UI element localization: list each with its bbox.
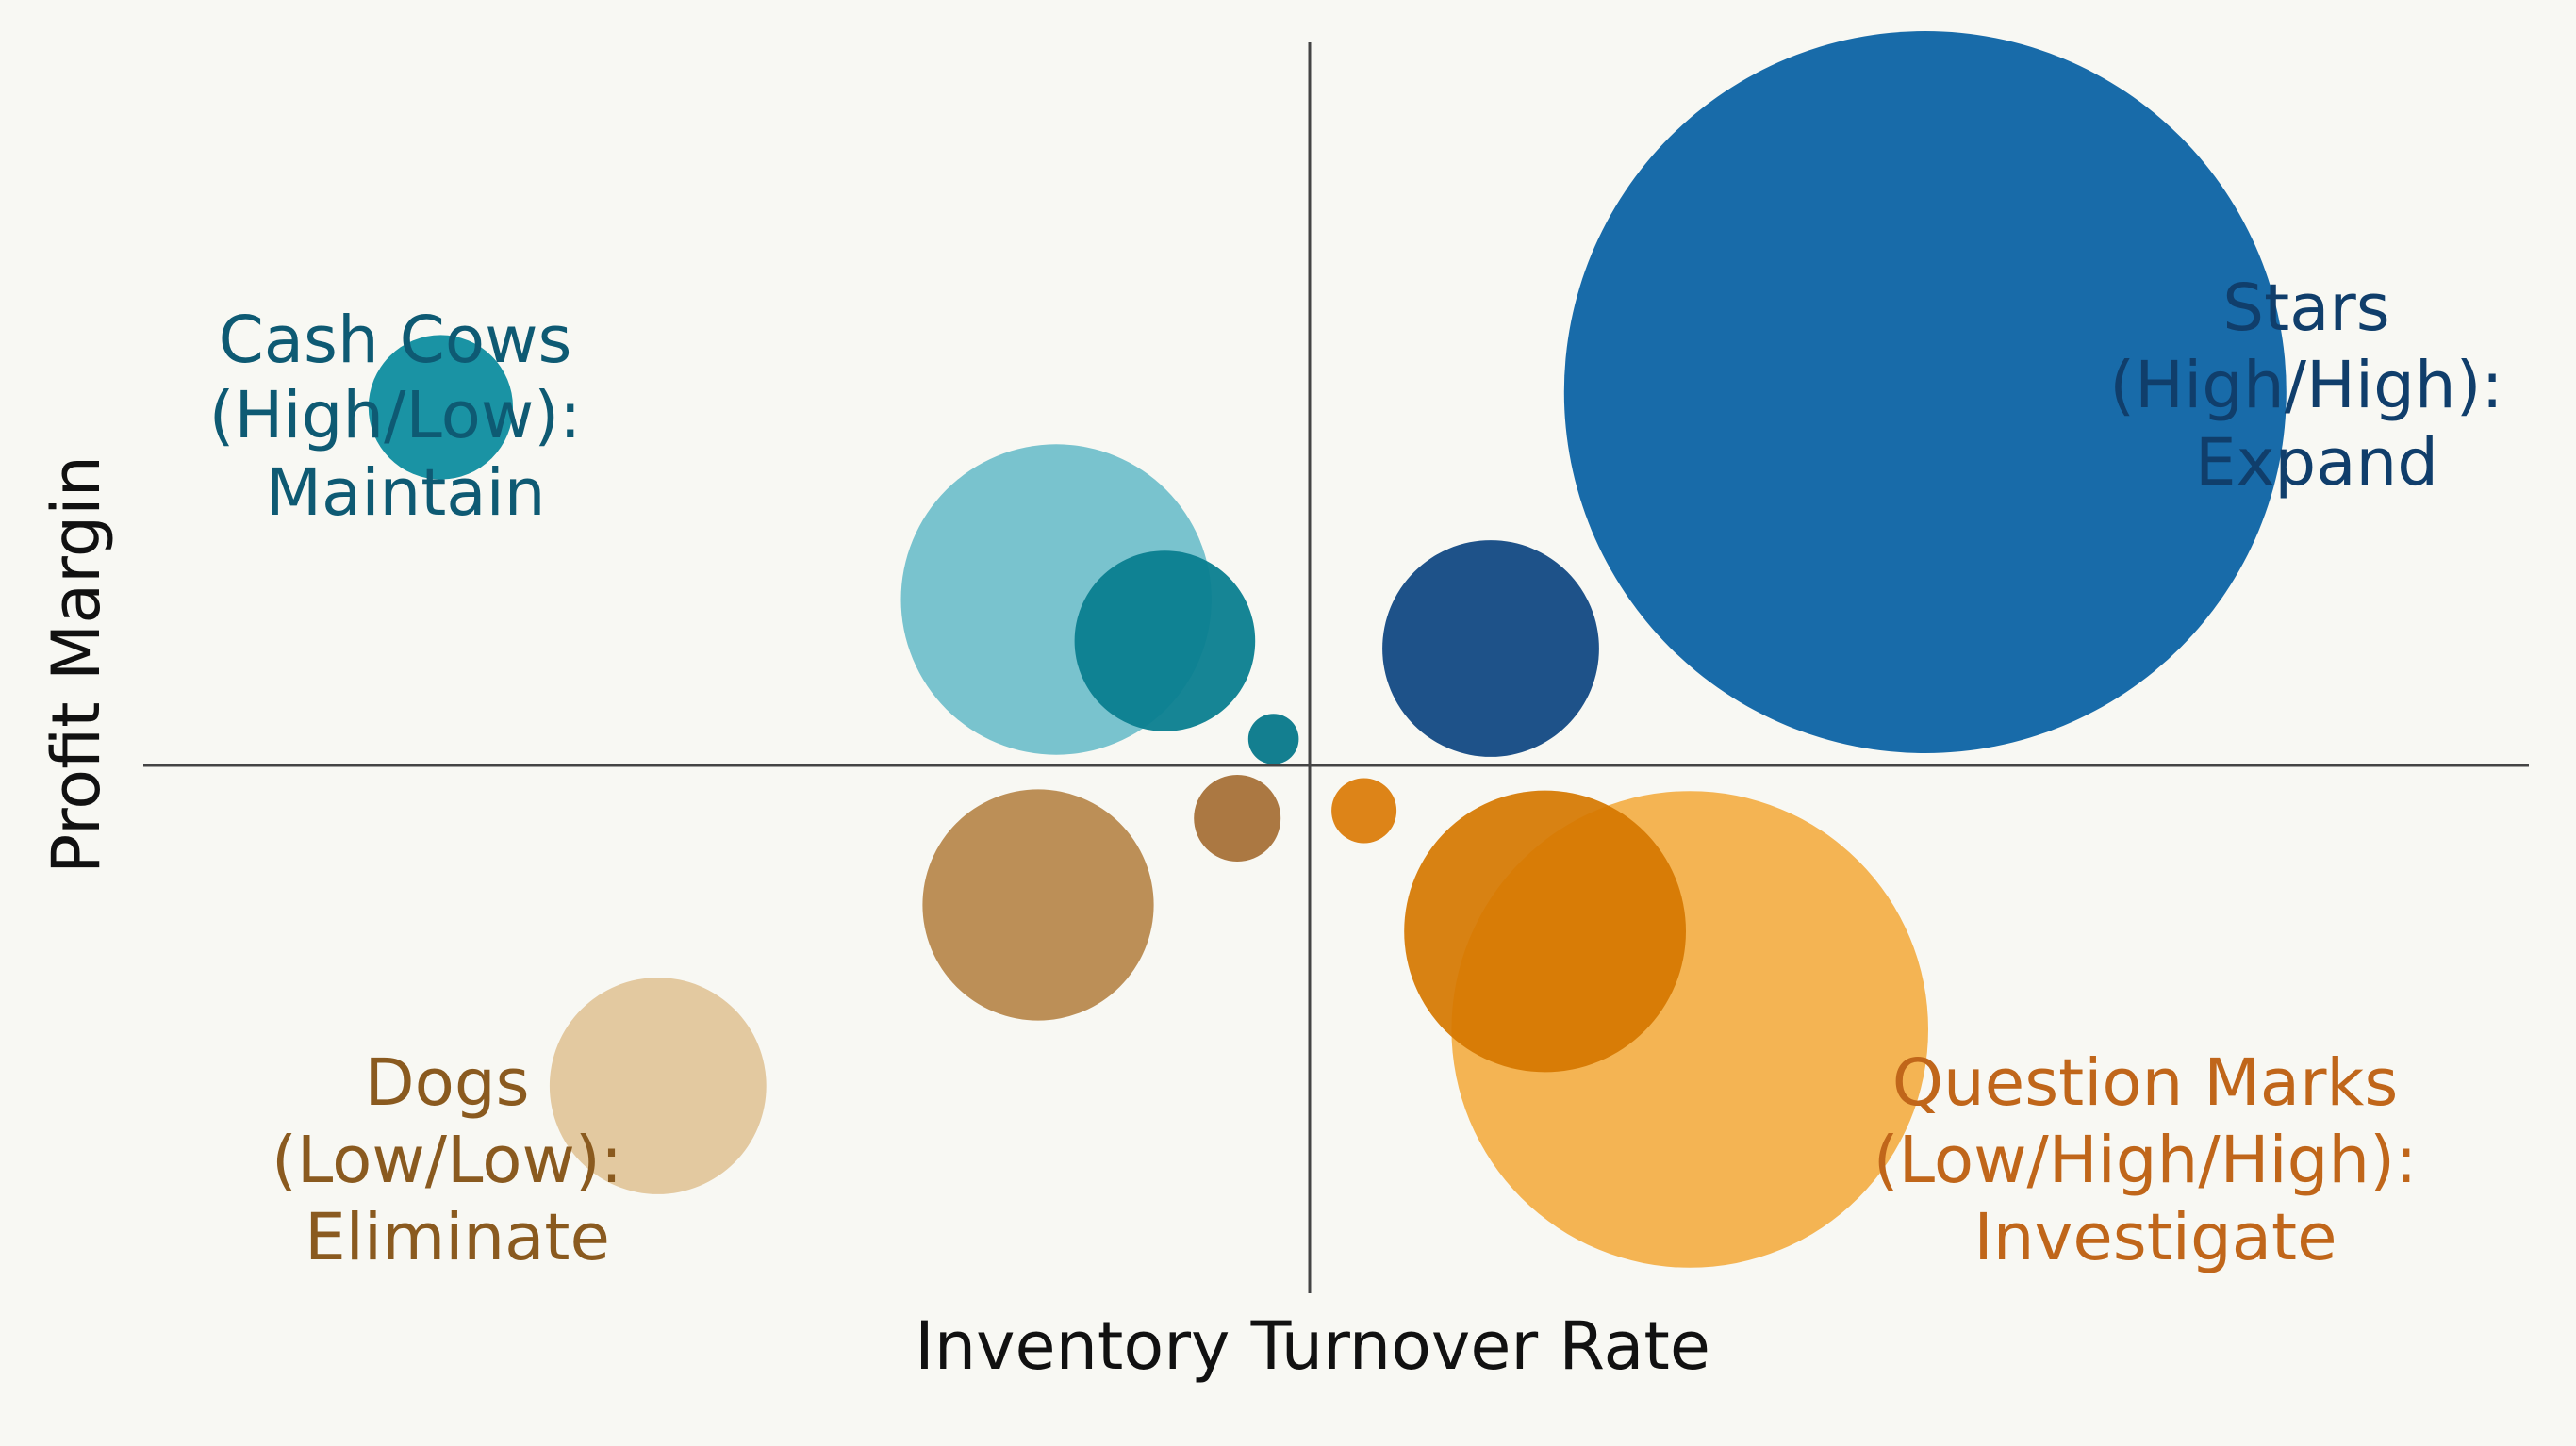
bubble-cash-cows-1 [368, 335, 513, 480]
stars-line-1: Stars [2222, 271, 2389, 346]
bubbles-layer [368, 31, 2287, 1268]
bubble-dogs-2 [922, 789, 1154, 1021]
dogs-line-1: Dogs [364, 1045, 529, 1121]
question-marks-line-2: (Low/High/High): [1874, 1123, 2418, 1198]
quadrant-label-cash-cows: Cash Cows (High/Low): Maintain [209, 303, 603, 531]
y-axis-label: Profit Margin [38, 455, 115, 874]
quadrant-label-stars: Stars (High/High): Expand [2109, 271, 2523, 501]
x-axis-label: Inventory Turnover Rate [915, 1307, 1710, 1385]
bubble-cash-cows-3 [1074, 550, 1256, 731]
question-marks-line-1: Question Marks [1892, 1045, 2399, 1121]
dogs-line-3: Eliminate [305, 1200, 610, 1275]
bubble-dogs-1 [549, 978, 767, 1194]
bubble-stars-2 [1382, 540, 1599, 757]
stars-line-2: (High/High): [2109, 348, 2503, 423]
cash-cows-line-2: (High/Low): [209, 378, 582, 453]
quadrant-label-dogs: Dogs (Low/Low): Eliminate [272, 1045, 643, 1275]
bubble-cash-cows-4 [1247, 714, 1299, 764]
quadrant-label-question-marks: Question Marks (Low/High/High): Investig… [1874, 1045, 2438, 1275]
bubble-dogs-3 [1194, 775, 1281, 862]
bubble-question-marks-2 [1404, 790, 1686, 1073]
question-marks-line-3: Investigate [1973, 1200, 2337, 1275]
dogs-line-2: (Low/Low): [272, 1123, 622, 1198]
cash-cows-line-3: Maintain [266, 455, 546, 531]
stars-line-3: Expand [2195, 425, 2438, 501]
cash-cows-line-1: Cash Cows [219, 303, 572, 378]
bubble-stars-1 [1563, 31, 2287, 753]
bubble-question-marks-3 [1331, 778, 1397, 844]
